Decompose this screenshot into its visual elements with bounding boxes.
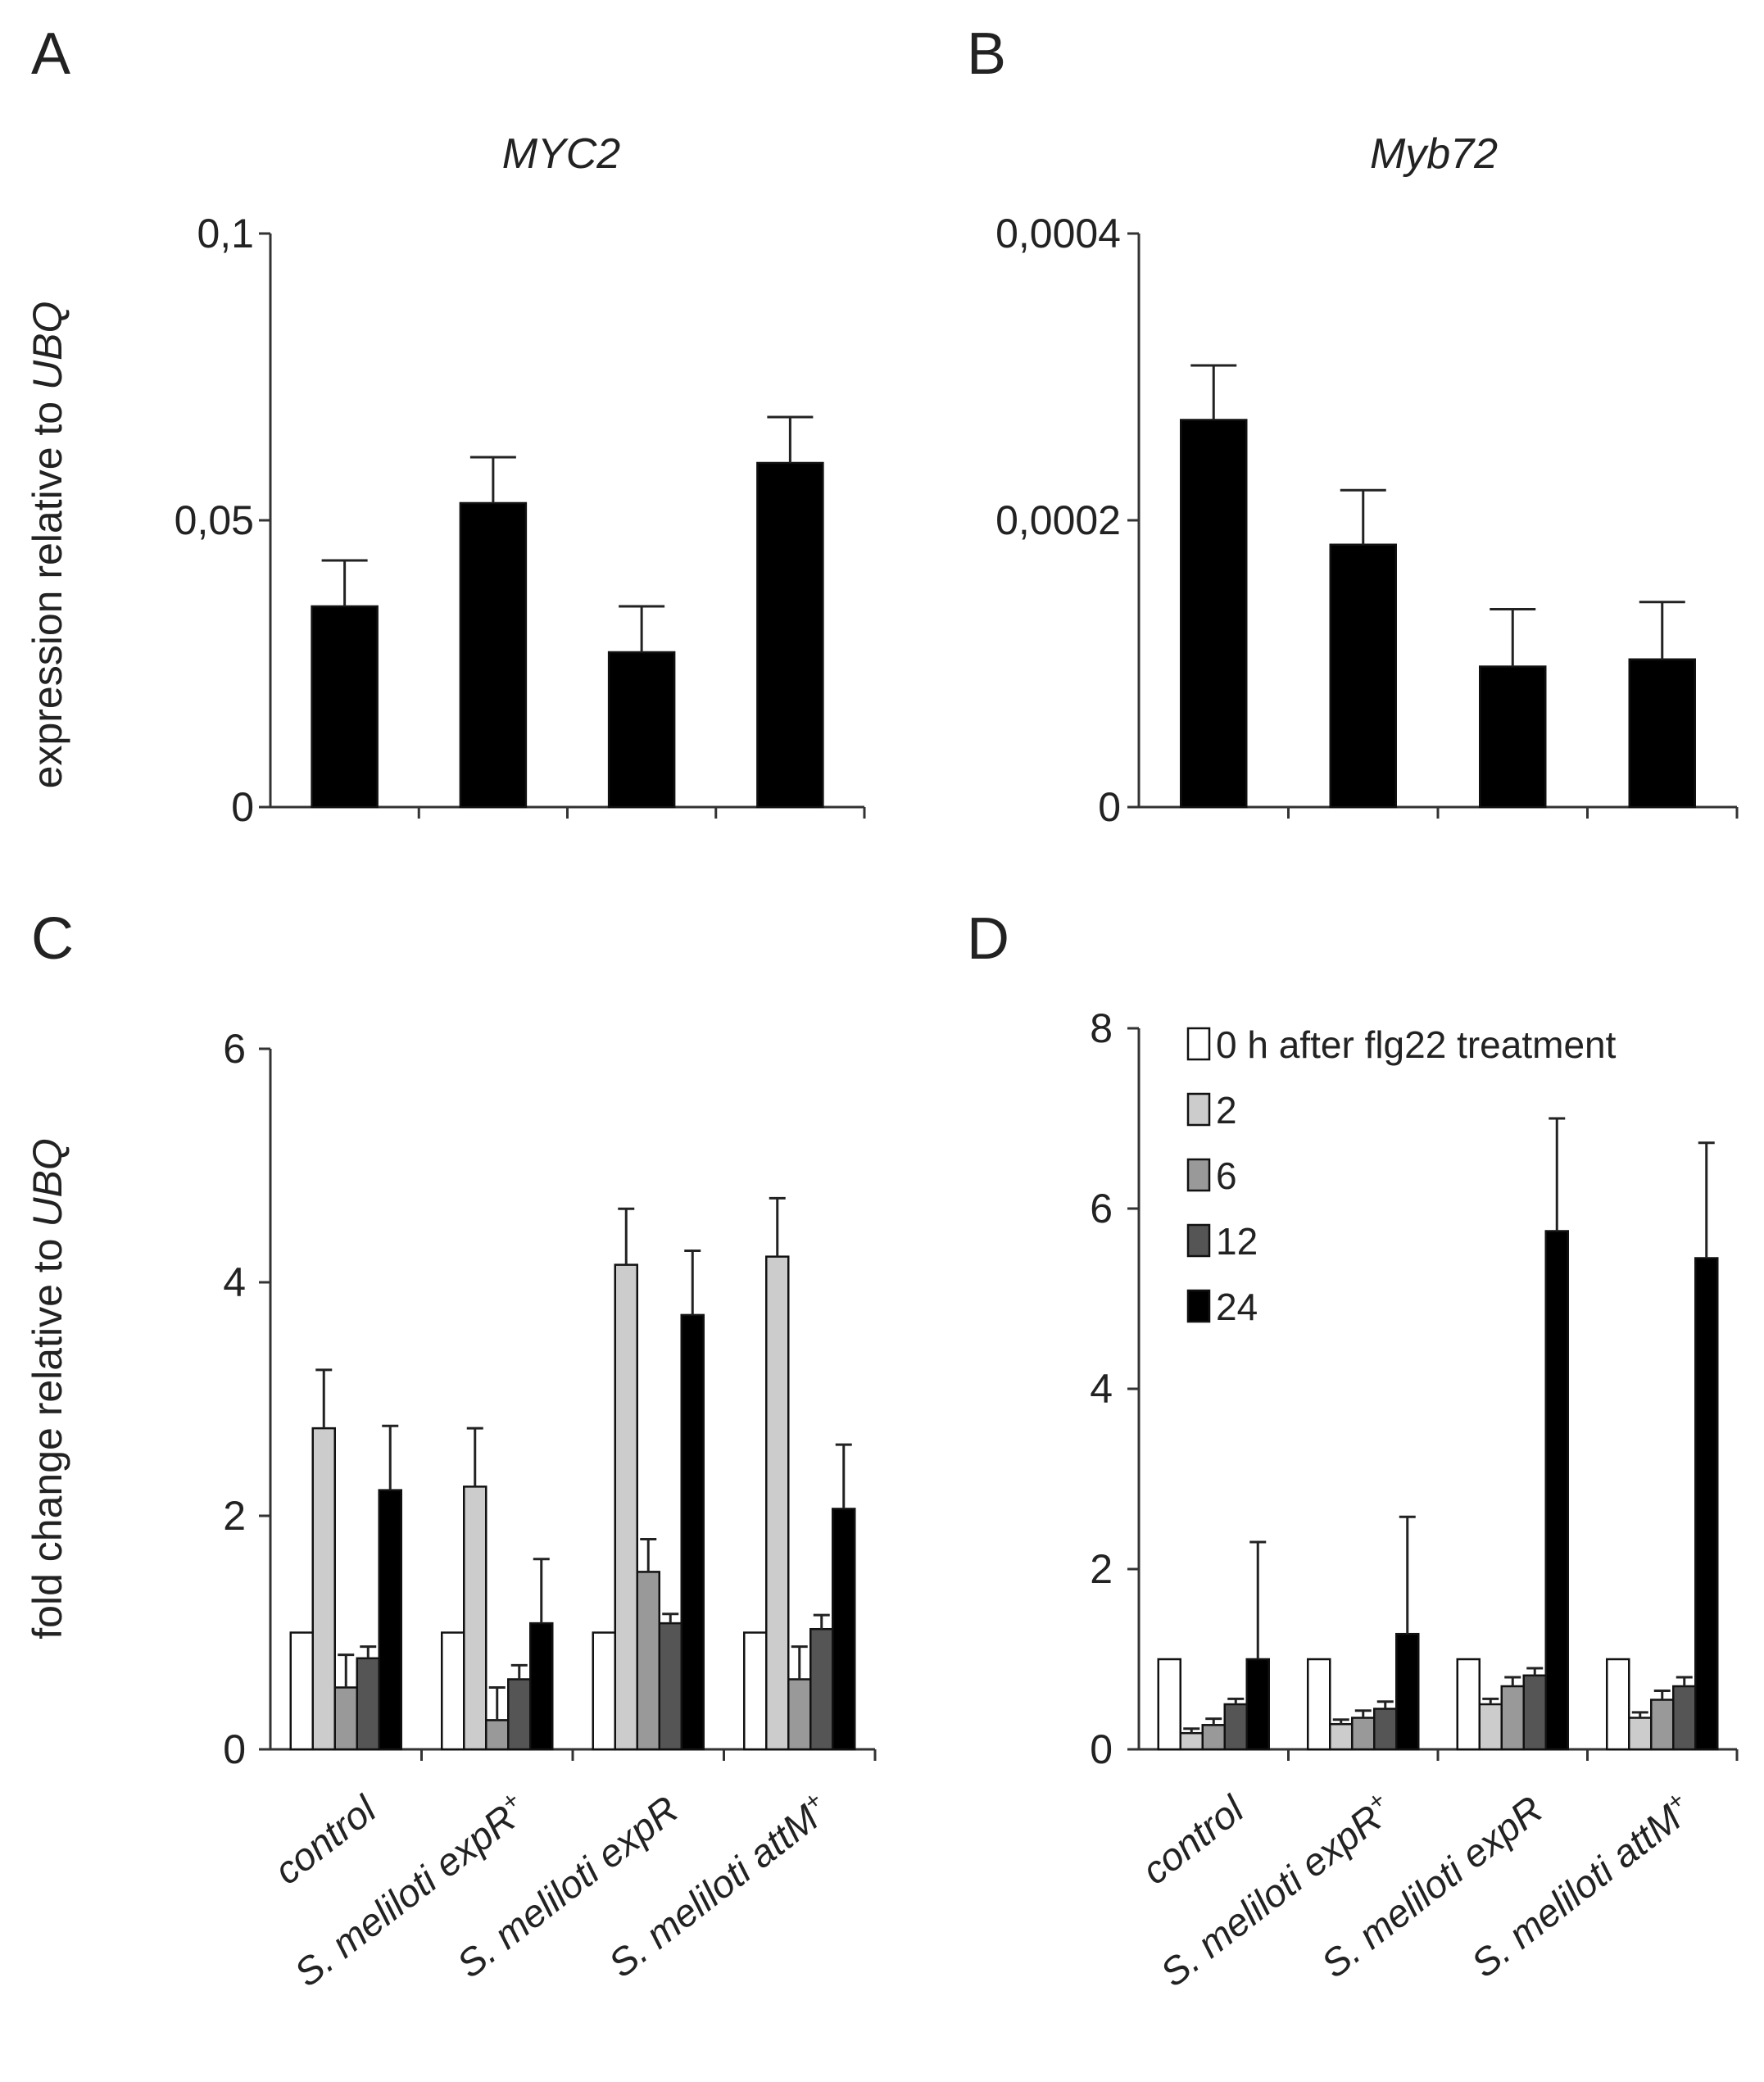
panel-c-bar <box>311 1427 336 1751</box>
panel-b-bar <box>1628 658 1696 809</box>
panel-d-bar <box>1373 1708 1398 1751</box>
panel-a-bar <box>756 461 824 809</box>
panel-d-bar <box>1201 1724 1226 1751</box>
panel-d-bar <box>1456 1658 1481 1751</box>
legend-swatch <box>1186 1027 1211 1061</box>
panel-c-bar <box>636 1571 660 1751</box>
panel-b-bar <box>1329 543 1397 809</box>
panel-d-bar <box>1395 1632 1420 1751</box>
y-axis-label-top-text: expression relative to <box>25 390 70 788</box>
panel-b-y-tick-label: 0 <box>1098 784 1121 830</box>
panel-d-y-tick-label: 0 <box>1090 1726 1113 1772</box>
panel-d-bar <box>1478 1703 1503 1751</box>
panel-c-chart: 0 2 4 6 <box>223 1026 877 1772</box>
panel-c-bar <box>378 1489 402 1751</box>
panel-letter-c: C <box>31 906 74 972</box>
panel-d-bar <box>1628 1717 1653 1751</box>
category-label-italic: control <box>1134 1786 1253 1893</box>
panel-c-bar <box>743 1631 768 1751</box>
legend-label: 2 <box>1216 1089 1237 1132</box>
panel-c-bar <box>463 1486 487 1751</box>
category-label: control <box>266 1786 385 1893</box>
panel-d-bar <box>1245 1658 1270 1751</box>
panel-c-bar <box>507 1678 532 1751</box>
panel-d-bar <box>1329 1722 1354 1751</box>
panel-a-bar <box>311 605 379 809</box>
panel-a-chart: 0 0,05 0,1 <box>175 211 866 830</box>
panel-a-title: MYC2 <box>502 130 621 178</box>
panel-d-bar <box>1522 1674 1547 1751</box>
legend-swatch <box>1186 1092 1211 1127</box>
legend-label: 0 h after flg22 treatment <box>1216 1023 1617 1066</box>
category-label: control <box>1134 1786 1253 1893</box>
panel-c-bar <box>787 1678 812 1751</box>
panel-b-y-tick-label: 0,0004 <box>995 211 1121 256</box>
panel-c-bar <box>529 1622 554 1751</box>
category-label-italic: control <box>266 1786 385 1893</box>
panel-d-bar <box>1157 1658 1181 1751</box>
panel-d-bar <box>1606 1658 1630 1751</box>
panel-d-bar <box>1650 1699 1675 1751</box>
panel-c-y-tick-label: 0 <box>223 1726 246 1772</box>
y-axis-label-bottom-text: fold change relative to <box>25 1227 70 1640</box>
legend-swatch <box>1186 1223 1211 1258</box>
panel-letter-a: A <box>31 21 70 87</box>
panel-b-chart: 0 0,0002 0,0004 <box>995 211 1739 830</box>
panel-d-bar <box>1179 1731 1204 1751</box>
panel-d-legend: 0 h after flg22 treatment 2 6 12 24 <box>1186 1023 1617 1328</box>
legend-swatch <box>1186 1158 1211 1192</box>
panel-a-bar <box>459 501 528 809</box>
panel-c-bar <box>592 1631 616 1751</box>
y-axis-label-top: expression relative to UBQ <box>25 302 70 789</box>
legend-label: 24 <box>1216 1286 1258 1328</box>
panel-c-bar <box>809 1627 834 1751</box>
panel-d-y-tick-label: 2 <box>1090 1546 1113 1592</box>
panel-letter-d: D <box>967 906 1009 972</box>
panel-b-title: Myb72 <box>1370 130 1498 178</box>
panel-d-y-tick-label: 6 <box>1090 1186 1113 1232</box>
panel-d-bar <box>1500 1685 1525 1751</box>
legend-label: 6 <box>1216 1154 1237 1197</box>
panel-d-bar <box>1544 1230 1569 1751</box>
y-axis-label-bottom-italic: UBQ <box>25 1138 70 1227</box>
panel-c-bar <box>832 1508 856 1751</box>
panel-c-y-tick-label: 2 <box>223 1493 246 1539</box>
panel-c-bar <box>333 1686 358 1751</box>
y-axis-label-bottom: fold change relative to UBQ <box>25 1138 70 1639</box>
panel-c-bar <box>680 1313 705 1751</box>
y-axis-label-top-italic: UBQ <box>25 302 70 390</box>
panel-c-y-tick-label: 6 <box>223 1026 246 1072</box>
legend-label: 12 <box>1216 1220 1258 1263</box>
panel-d-bar <box>1672 1685 1697 1751</box>
panel-d-bar <box>1223 1703 1248 1751</box>
panel-a-y-tick-label: 0,05 <box>175 497 254 543</box>
panel-a-y-tick-label: 0,1 <box>197 211 254 256</box>
panel-a-y-tick-label: 0 <box>231 784 254 830</box>
panel-c-bar <box>485 1719 510 1751</box>
panel-d-y-tick-label: 4 <box>1090 1366 1113 1412</box>
panel-b-y-tick-label: 0,0002 <box>995 497 1121 543</box>
panel-d-y-tick-label: 8 <box>1090 1005 1113 1051</box>
panel-letter-b: B <box>967 21 1006 87</box>
panel-c-bar <box>356 1657 380 1751</box>
panel-c-bar <box>441 1631 465 1751</box>
panel-a-bar <box>607 651 676 809</box>
panel-d-bar <box>1307 1658 1331 1751</box>
panel-c-bar <box>614 1263 638 1751</box>
panel-b-bar <box>1479 665 1547 809</box>
panel-d-bar <box>1694 1257 1719 1751</box>
panel-b-bar <box>1180 419 1248 809</box>
panel-c-bar <box>658 1622 682 1751</box>
legend-swatch <box>1186 1289 1211 1323</box>
panel-c-y-tick-label: 4 <box>223 1259 246 1305</box>
panel-d-bar <box>1351 1717 1376 1751</box>
panel-c-bar <box>289 1631 314 1751</box>
panel-c-bar <box>765 1255 790 1751</box>
